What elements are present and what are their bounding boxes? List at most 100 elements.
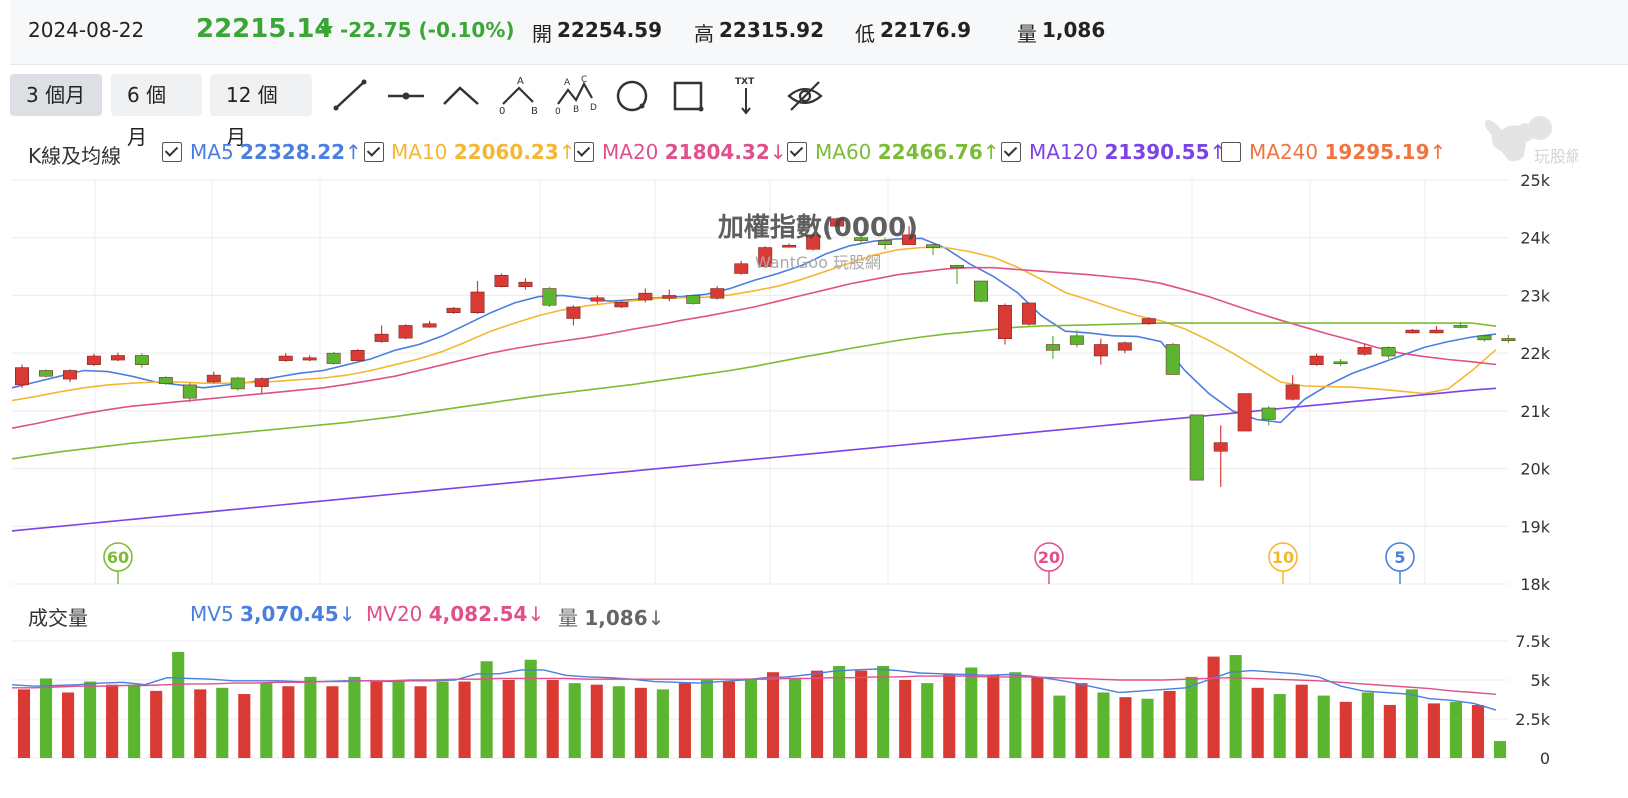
volume-bar <box>150 690 163 758</box>
ma20-legend-item: MA20 21804.32↓ <box>602 140 787 164</box>
volume-bar <box>1097 692 1110 758</box>
volume-bar <box>1361 692 1374 758</box>
volume-bar <box>899 680 912 758</box>
ma240-label: MA240 <box>1249 140 1319 164</box>
ma10-checkbox[interactable] <box>364 142 384 162</box>
candle-body <box>230 377 245 390</box>
price-change: -22.75 (-0.10%) <box>340 18 515 42</box>
volume-bar <box>1207 656 1220 758</box>
circle-tool-icon[interactable] <box>610 74 654 118</box>
candle <box>950 264 964 284</box>
volume-bar <box>722 681 736 758</box>
candle <box>1261 406 1276 426</box>
abc-tool-icon[interactable]: A B 0 <box>497 74 541 118</box>
candle-body <box>1357 347 1372 355</box>
angle-tool-icon[interactable] <box>440 74 484 118</box>
volume-bar <box>502 680 515 758</box>
abcd-label-a: A <box>564 78 571 88</box>
candle-body <box>86 355 101 365</box>
text-tool-icon[interactable]: TXT <box>724 74 768 118</box>
volume-bar <box>128 684 141 758</box>
candle-body <box>374 333 389 342</box>
candle-body <box>1189 414 1204 481</box>
abcd-label-d: D <box>590 103 597 113</box>
volume-value: 1,086 <box>1042 18 1106 42</box>
rect-tool-icon[interactable] <box>667 74 711 118</box>
volume-bar <box>1339 701 1352 758</box>
hide-drawings-icon[interactable] <box>783 74 827 118</box>
line-tool-icon[interactable] <box>328 74 372 118</box>
candle <box>422 320 437 328</box>
candle-body <box>206 374 221 383</box>
ma20-checkbox[interactable] <box>574 142 594 162</box>
volume-bar <box>1493 741 1507 758</box>
candle-body <box>494 274 509 288</box>
candle-body <box>326 352 341 364</box>
abcd-label-0: 0 <box>555 107 561 117</box>
candle <box>710 286 725 300</box>
vol-arrow: ↓ <box>647 606 665 630</box>
candle <box>278 353 293 362</box>
volume-bar <box>811 670 824 758</box>
ray-tool-icon[interactable] <box>384 74 428 118</box>
candle-body <box>734 263 749 274</box>
ma60-checkbox[interactable] <box>787 142 807 162</box>
candle-body <box>254 378 269 387</box>
abcd-tool-icon[interactable]: A B C D 0 <box>554 74 598 118</box>
candle <box>1285 375 1300 401</box>
candle-body <box>1333 361 1348 365</box>
candle <box>590 295 605 304</box>
ma120-checkbox[interactable] <box>1001 142 1021 162</box>
range-6m-button[interactable]: 6 個月 <box>111 74 202 149</box>
candle-body <box>1021 302 1036 325</box>
candle-body <box>1381 347 1396 357</box>
ma60-arrow: ↑ <box>982 140 1000 164</box>
marker-circle <box>1268 542 1298 572</box>
ma240-checkbox[interactable] <box>1221 142 1241 162</box>
candle <box>734 260 749 275</box>
ma5-arrow: ↑ <box>345 140 362 164</box>
candle-body <box>974 280 988 302</box>
candle <box>997 303 1012 345</box>
candle <box>110 352 125 362</box>
candle <box>782 243 797 248</box>
candle <box>926 243 940 256</box>
volume-bar <box>766 672 780 758</box>
candle-body <box>1117 342 1132 351</box>
volume-bar <box>788 678 802 758</box>
volume-bar <box>965 667 978 758</box>
volume-tick-label: 7.5k <box>1515 632 1550 651</box>
range-3m-button[interactable]: 3 個月 <box>10 74 102 116</box>
candle <box>686 294 701 305</box>
volume-bar <box>1383 704 1396 758</box>
candle <box>15 364 29 388</box>
range-12m-button[interactable]: 12 個月 <box>210 74 312 149</box>
candle <box>854 234 869 244</box>
candle <box>1045 335 1060 359</box>
volume-bar <box>634 687 647 758</box>
chart-title: 加權指數(0000) <box>718 213 918 243</box>
ma10-legend-item: MA10 22060.23↑ <box>391 140 576 164</box>
abc-label-b: B <box>531 106 538 117</box>
vol-label: 量 <box>558 606 578 630</box>
candle <box>1405 328 1420 334</box>
ma60-label: MA60 <box>815 140 872 164</box>
volume-bar <box>39 678 53 758</box>
candle-body <box>1093 344 1108 357</box>
candle-body <box>566 306 581 319</box>
ma60-line <box>11 322 1497 460</box>
candle <box>1357 343 1372 356</box>
volume-bar <box>568 683 581 758</box>
candle <box>974 280 988 303</box>
volume-bar <box>1141 698 1154 758</box>
volume-panel-title: 成交量 <box>28 606 88 630</box>
candle-body <box>902 234 917 245</box>
candle-body <box>782 244 797 248</box>
candle <box>1117 341 1132 354</box>
candle <box>662 289 677 302</box>
candle <box>878 237 893 250</box>
candle-body <box>422 323 437 328</box>
ma5-checkbox[interactable] <box>162 142 182 162</box>
volume-bar <box>1031 676 1044 758</box>
